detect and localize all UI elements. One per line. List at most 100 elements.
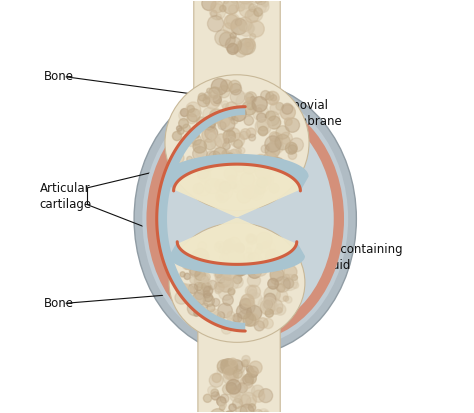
Circle shape (265, 111, 275, 121)
Circle shape (224, 240, 232, 248)
Circle shape (264, 301, 271, 307)
Circle shape (230, 178, 236, 184)
Circle shape (246, 243, 253, 249)
Circle shape (271, 271, 284, 285)
Circle shape (246, 234, 257, 244)
FancyBboxPatch shape (194, 0, 280, 108)
Circle shape (252, 385, 264, 397)
Circle shape (210, 10, 217, 17)
Circle shape (249, 134, 255, 141)
Circle shape (192, 292, 205, 306)
Circle shape (220, 80, 232, 92)
Circle shape (247, 235, 255, 243)
Circle shape (227, 128, 240, 142)
Circle shape (203, 291, 210, 298)
Circle shape (193, 295, 204, 306)
Circle shape (209, 373, 223, 387)
Circle shape (233, 313, 242, 323)
Circle shape (208, 16, 224, 32)
Circle shape (227, 175, 236, 183)
Circle shape (221, 273, 232, 284)
Circle shape (261, 145, 269, 153)
Text: Articular
capsule: Articular capsule (278, 163, 329, 192)
Circle shape (252, 189, 261, 198)
Circle shape (198, 168, 211, 182)
Circle shape (257, 119, 269, 131)
Circle shape (173, 153, 184, 164)
Circle shape (264, 176, 272, 184)
Circle shape (264, 241, 271, 248)
Circle shape (225, 366, 239, 380)
Circle shape (222, 384, 233, 395)
Circle shape (219, 285, 234, 300)
Circle shape (262, 0, 268, 6)
Circle shape (260, 242, 270, 252)
Circle shape (190, 267, 200, 277)
Circle shape (270, 102, 283, 115)
Circle shape (222, 249, 236, 263)
Circle shape (223, 0, 228, 4)
Circle shape (216, 162, 223, 169)
Circle shape (241, 294, 254, 307)
Circle shape (230, 90, 245, 104)
Circle shape (231, 18, 247, 35)
Circle shape (203, 107, 216, 121)
Circle shape (253, 154, 269, 170)
Circle shape (176, 283, 190, 297)
Circle shape (224, 361, 237, 374)
Circle shape (224, 14, 238, 29)
Circle shape (180, 284, 195, 299)
Circle shape (217, 312, 225, 319)
Circle shape (243, 313, 256, 326)
Circle shape (256, 113, 266, 122)
Circle shape (195, 290, 204, 300)
Circle shape (237, 189, 251, 203)
Circle shape (202, 277, 208, 283)
Circle shape (203, 285, 213, 295)
Circle shape (202, 0, 216, 10)
Circle shape (212, 373, 221, 382)
Circle shape (256, 232, 272, 248)
Circle shape (258, 318, 268, 328)
Circle shape (218, 195, 224, 201)
Circle shape (233, 160, 239, 167)
Circle shape (215, 30, 231, 46)
Circle shape (241, 376, 253, 389)
Circle shape (223, 23, 234, 33)
Circle shape (231, 116, 238, 124)
Circle shape (239, 394, 251, 406)
Circle shape (180, 272, 185, 277)
Circle shape (245, 285, 257, 297)
Circle shape (244, 360, 250, 366)
Circle shape (207, 304, 215, 312)
Circle shape (228, 80, 241, 93)
Circle shape (221, 265, 236, 280)
Circle shape (184, 264, 190, 269)
Circle shape (204, 259, 210, 265)
Circle shape (230, 391, 241, 401)
Circle shape (235, 19, 242, 26)
Circle shape (234, 43, 248, 57)
Circle shape (226, 150, 243, 166)
Circle shape (191, 135, 201, 145)
Circle shape (195, 144, 200, 150)
Circle shape (246, 366, 253, 372)
Circle shape (197, 261, 204, 268)
Circle shape (207, 88, 212, 93)
Circle shape (240, 131, 248, 140)
Polygon shape (173, 165, 301, 264)
Circle shape (233, 187, 239, 192)
Circle shape (277, 284, 285, 292)
Circle shape (194, 311, 200, 316)
Circle shape (262, 297, 276, 311)
Circle shape (274, 163, 284, 173)
Circle shape (213, 317, 220, 324)
Circle shape (245, 38, 255, 49)
Circle shape (211, 0, 223, 13)
Circle shape (196, 110, 201, 116)
Circle shape (253, 178, 269, 194)
Circle shape (218, 122, 226, 130)
Circle shape (215, 134, 228, 147)
Circle shape (230, 249, 245, 264)
Circle shape (265, 136, 281, 152)
